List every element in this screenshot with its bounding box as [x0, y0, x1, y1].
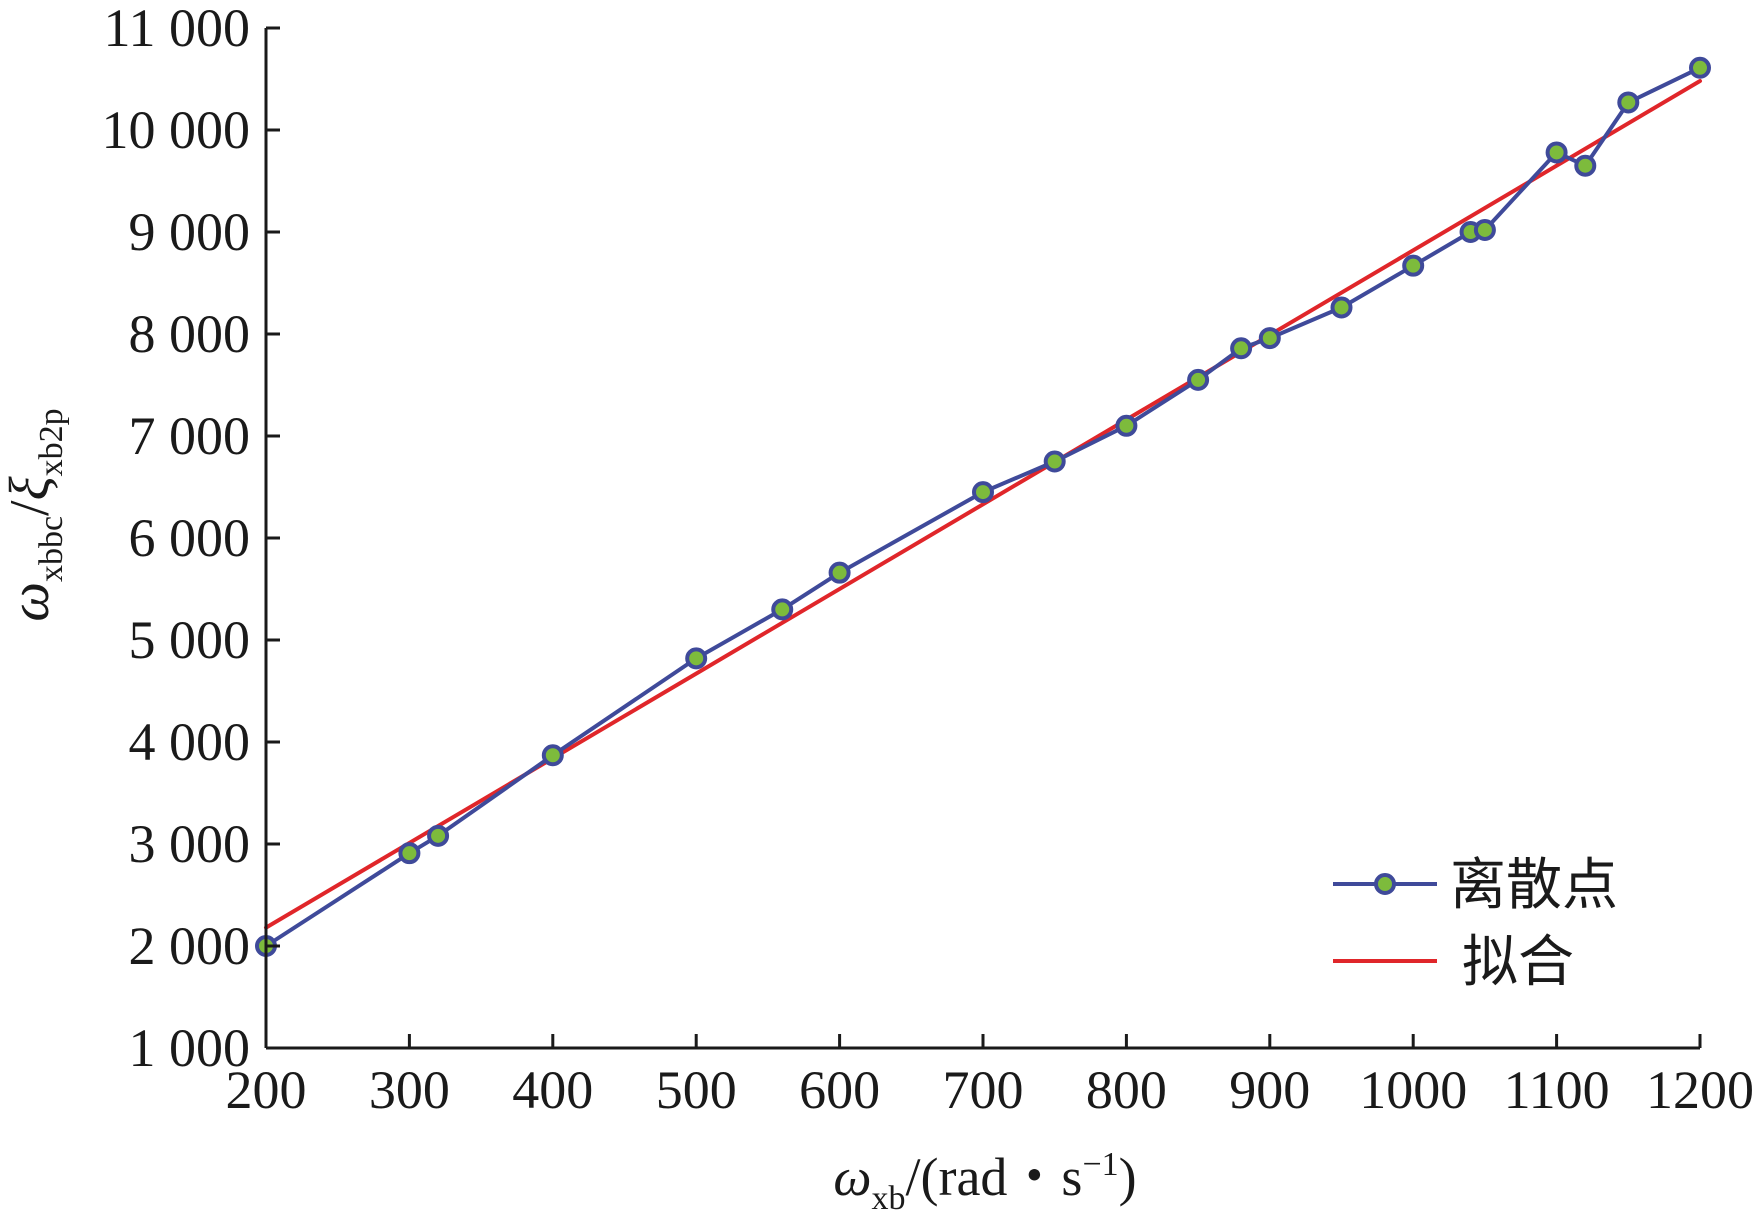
x-tick-label: 200: [226, 1060, 307, 1120]
x-tick-label: 1000: [1359, 1060, 1467, 1120]
data-point: [1230, 337, 1253, 360]
x-axis-label-unit-suffix: ): [1119, 1147, 1137, 1207]
x-axis-label-symbol: ω: [833, 1147, 871, 1207]
data-point: [1258, 327, 1281, 350]
x-axis-label-unit: /(rad・s: [906, 1147, 1083, 1207]
legend-marker-discrete: [1374, 873, 1396, 895]
data-point: [1689, 56, 1711, 79]
y-tick-label: 7 000: [129, 406, 251, 466]
x-tick-label: 400: [512, 1060, 593, 1120]
legend-label-discrete: 离散点: [1450, 853, 1618, 918]
data-point: [427, 824, 450, 847]
y-tick-label: 11 000: [104, 0, 251, 58]
x-tick-label: 500: [656, 1060, 737, 1120]
y-axis-label-subscript2: xb2p: [33, 408, 70, 476]
x-axis-label-subscript: xb: [872, 1180, 906, 1215]
x-tick-label: 900: [1229, 1060, 1310, 1120]
data-point: [771, 598, 794, 621]
x-axis-label: ωxb/(rad・s−1): [833, 1146, 1136, 1215]
data-point: [1473, 218, 1496, 241]
x-tick-label: 700: [943, 1060, 1024, 1120]
data-point: [1402, 254, 1425, 277]
data-point: [1187, 368, 1210, 391]
x-tick-label: 600: [799, 1060, 880, 1120]
data-point: [1574, 154, 1597, 177]
x-tick-label: 1200: [1646, 1060, 1754, 1120]
x-tick-label: 1100: [1504, 1060, 1610, 1120]
legend-label-fit: 拟合: [1462, 930, 1574, 995]
series-line-fit: [264, 79, 1702, 930]
y-tick-label: 4 000: [129, 712, 251, 772]
data-point: [398, 842, 421, 865]
legend: 离散点 拟合: [1333, 853, 1618, 995]
y-tick-label: 5 000: [129, 610, 251, 670]
x-tick-label: 800: [1086, 1060, 1167, 1120]
y-tick-label: 2 000: [129, 916, 251, 976]
data-point: [1545, 141, 1568, 164]
data-point: [1330, 296, 1353, 319]
y-axis-label-symbol1: ω: [0, 582, 61, 622]
y-ticks: 1 000 2 000 3 000 4 000 5 000 6 000 7 000 8 000…: [102, 0, 280, 1078]
series-layer: [255, 56, 1711, 957]
x-axis-label-unit-superscript: −1: [1082, 1146, 1118, 1183]
data-point: [685, 647, 708, 670]
data-point: [828, 561, 851, 584]
data-point: [1043, 450, 1066, 473]
series-line-discrete: [264, 65, 1702, 948]
y-tick-label: 3 000: [129, 814, 251, 874]
y-axis-label-symbol2: ξ: [0, 476, 61, 500]
data-point: [1617, 91, 1640, 114]
x-tick-label: 300: [369, 1060, 450, 1120]
y-axis-label-separator: /: [0, 500, 61, 516]
y-tick-label: 1 000: [129, 1018, 251, 1078]
y-axis-label: ωxbbc/ξxb2p: [0, 408, 70, 621]
y-axis-label-subscript1: xbbc: [33, 516, 70, 582]
data-point: [541, 744, 564, 767]
y-tick-label: 10 000: [102, 100, 251, 160]
y-tick-label: 9 000: [129, 202, 251, 262]
y-tick-label: 8 000: [129, 304, 251, 364]
data-point: [1115, 414, 1138, 437]
y-tick-label: 6 000: [129, 508, 251, 568]
data-point: [972, 481, 994, 504]
x-ticks: 200 300 400 500 600 700 800 900 1000 1100 1200: [226, 1034, 1754, 1120]
